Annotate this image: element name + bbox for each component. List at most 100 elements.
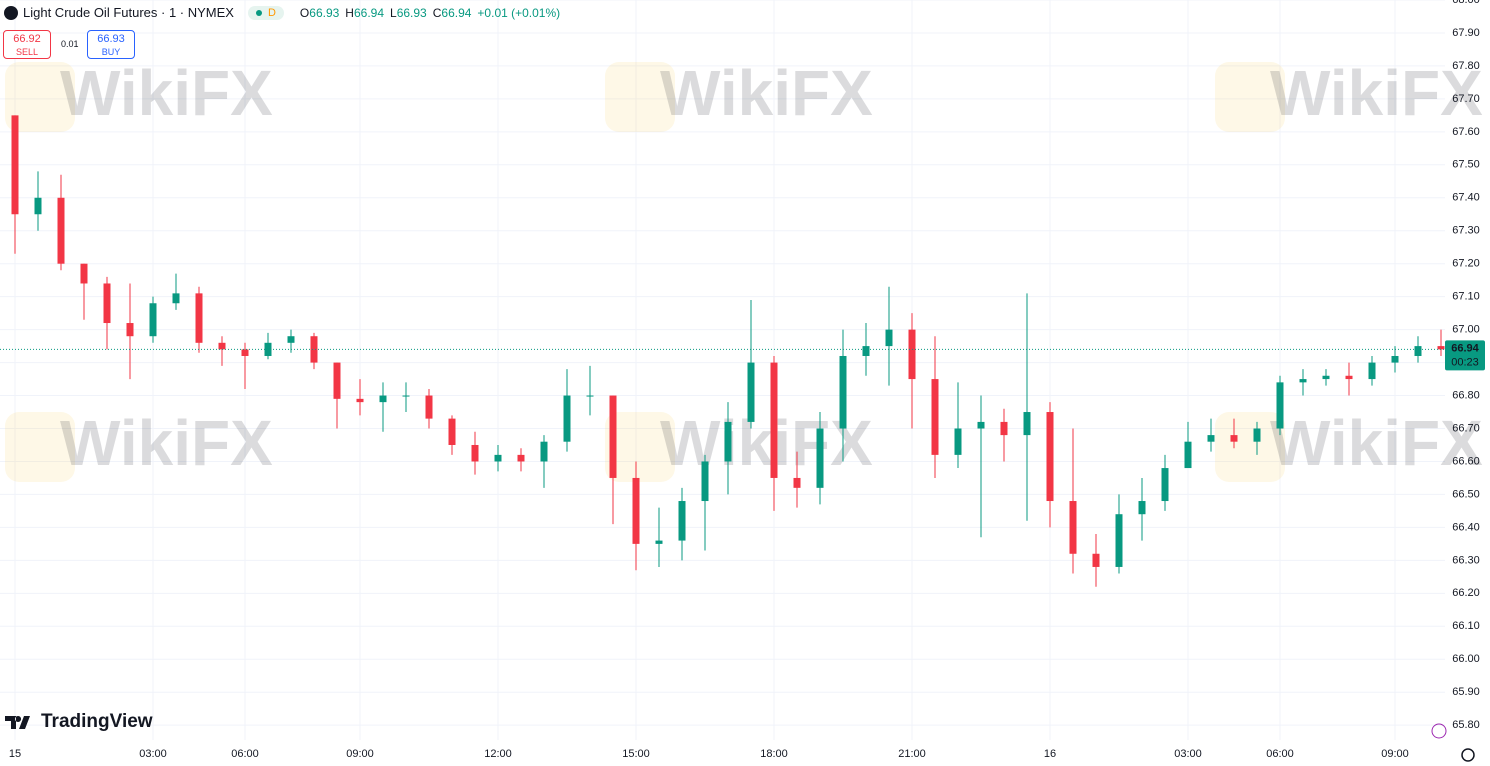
chart-title[interactable]: Light Crude Oil Futures · 1 · NYMEX bbox=[23, 5, 234, 20]
market-status[interactable]: D bbox=[247, 5, 284, 20]
candle-body bbox=[609, 395, 617, 478]
candle-body bbox=[402, 395, 410, 397]
candle-body bbox=[885, 329, 893, 347]
candle-body bbox=[655, 540, 663, 544]
buy-button[interactable]: 66.93 BUY bbox=[87, 30, 135, 59]
candle-body bbox=[471, 444, 479, 462]
legend-label: C bbox=[432, 5, 442, 20]
brand-icon bbox=[5, 716, 30, 729]
x-tick-label: 21:00 bbox=[898, 748, 926, 760]
candle-body bbox=[218, 342, 226, 350]
candle-body bbox=[1322, 375, 1330, 380]
y-tick-label: 67.70 bbox=[1452, 93, 1480, 105]
y-tick-label: 67.30 bbox=[1452, 225, 1480, 237]
x-tick-label: 06:00 bbox=[1266, 748, 1294, 760]
candle-body bbox=[287, 336, 295, 343]
countdown: 00:23 bbox=[1451, 356, 1479, 368]
candle-body bbox=[1138, 501, 1146, 515]
legend-change: +0.01 (+0.01%) bbox=[477, 5, 561, 20]
candle-body bbox=[241, 349, 249, 356]
y-tick-label: 66.10 bbox=[1452, 620, 1480, 632]
x-tick-label: 16 bbox=[1044, 748, 1056, 760]
candle-body bbox=[747, 362, 755, 422]
legend-label: H bbox=[345, 5, 354, 20]
candle-body bbox=[172, 293, 180, 304]
candle-body bbox=[586, 395, 594, 397]
candle-body bbox=[678, 501, 686, 541]
candle-body bbox=[931, 379, 939, 455]
y-tick-label: 67.40 bbox=[1452, 192, 1480, 204]
interval-badge: D bbox=[267, 6, 276, 19]
candle-body bbox=[1000, 421, 1008, 436]
candle-body bbox=[1230, 435, 1238, 442]
y-tick-label: 66.70 bbox=[1452, 422, 1480, 434]
settings-icon[interactable] bbox=[1461, 748, 1475, 762]
brand-name: TradingView bbox=[41, 711, 153, 732]
buy-label: BUY bbox=[101, 47, 121, 57]
candle-body bbox=[1414, 346, 1422, 356]
candle-body bbox=[379, 395, 387, 403]
candle-body bbox=[1368, 362, 1376, 380]
alert-icon bbox=[1431, 723, 1447, 739]
y-tick-label: 67.00 bbox=[1452, 324, 1480, 336]
watermark: WikiFX bbox=[1270, 57, 1483, 129]
y-tick-label: 66.60 bbox=[1452, 455, 1480, 467]
watermark: WikiFX bbox=[660, 57, 873, 129]
watermark: WikiFX bbox=[1270, 407, 1483, 479]
candle-body bbox=[977, 421, 985, 429]
candle-body bbox=[1184, 441, 1192, 469]
y-tick-label: 67.80 bbox=[1452, 60, 1480, 72]
y-tick-label: 66.80 bbox=[1452, 389, 1480, 401]
y-tick-label: 68.00 bbox=[1452, 0, 1480, 6]
sell-label: SELL bbox=[15, 47, 39, 57]
watermark: WikiFX bbox=[60, 57, 273, 129]
x-tick-label: 09:00 bbox=[1381, 748, 1409, 760]
x-tick-label: 09:00 bbox=[346, 748, 374, 760]
y-tick-label: 67.50 bbox=[1452, 159, 1480, 171]
candle-body bbox=[195, 293, 203, 343]
candle-body bbox=[1253, 428, 1261, 442]
candle-body bbox=[1299, 379, 1307, 383]
watermark-icon bbox=[1215, 62, 1285, 132]
watermark-icon bbox=[5, 62, 75, 132]
candle-body bbox=[126, 323, 134, 337]
candle-body bbox=[356, 398, 364, 403]
sell-button[interactable]: 66.92 SELL bbox=[3, 30, 51, 59]
candle-body bbox=[1069, 501, 1077, 554]
candle-body bbox=[1115, 514, 1123, 567]
candle-body bbox=[1276, 382, 1284, 429]
candle-body bbox=[310, 336, 318, 363]
y-tick-label: 67.90 bbox=[1452, 27, 1480, 39]
x-tick-label: 03:00 bbox=[139, 748, 167, 760]
candle-body bbox=[1345, 375, 1353, 380]
candle-body bbox=[333, 362, 341, 399]
candle-body bbox=[1046, 412, 1054, 502]
sell-price: 66.92 bbox=[13, 33, 41, 45]
last-price-label: 66.94 bbox=[1451, 342, 1479, 354]
legend-value: 66.93 bbox=[309, 5, 340, 20]
candle-body bbox=[448, 418, 456, 445]
watermark-icon bbox=[605, 62, 675, 132]
legend-value: 66.94 bbox=[441, 5, 472, 20]
symbol-icon bbox=[4, 5, 18, 20]
watermark-icon bbox=[1215, 412, 1285, 482]
x-tick-label: 12:00 bbox=[484, 748, 512, 760]
x-tick-label: 06:00 bbox=[231, 748, 259, 760]
candle-body bbox=[563, 395, 571, 442]
y-tick-label: 67.60 bbox=[1452, 126, 1480, 138]
candle-body bbox=[862, 346, 870, 356]
y-tick-label: 65.90 bbox=[1452, 686, 1480, 698]
legend-label: L bbox=[390, 5, 397, 20]
candle-body bbox=[1437, 346, 1445, 350]
x-tick-label: 03:00 bbox=[1174, 748, 1202, 760]
candle-body bbox=[494, 454, 502, 462]
brand-logo[interactable]: TradingView bbox=[5, 711, 153, 733]
legend-value: 66.94 bbox=[353, 5, 384, 20]
x-tick-label: 15:00 bbox=[622, 748, 650, 760]
candle-body bbox=[954, 428, 962, 455]
y-tick-label: 67.10 bbox=[1452, 291, 1480, 303]
candle-body bbox=[425, 395, 433, 419]
candle-body bbox=[1161, 468, 1169, 502]
watermark-icon bbox=[5, 412, 75, 482]
